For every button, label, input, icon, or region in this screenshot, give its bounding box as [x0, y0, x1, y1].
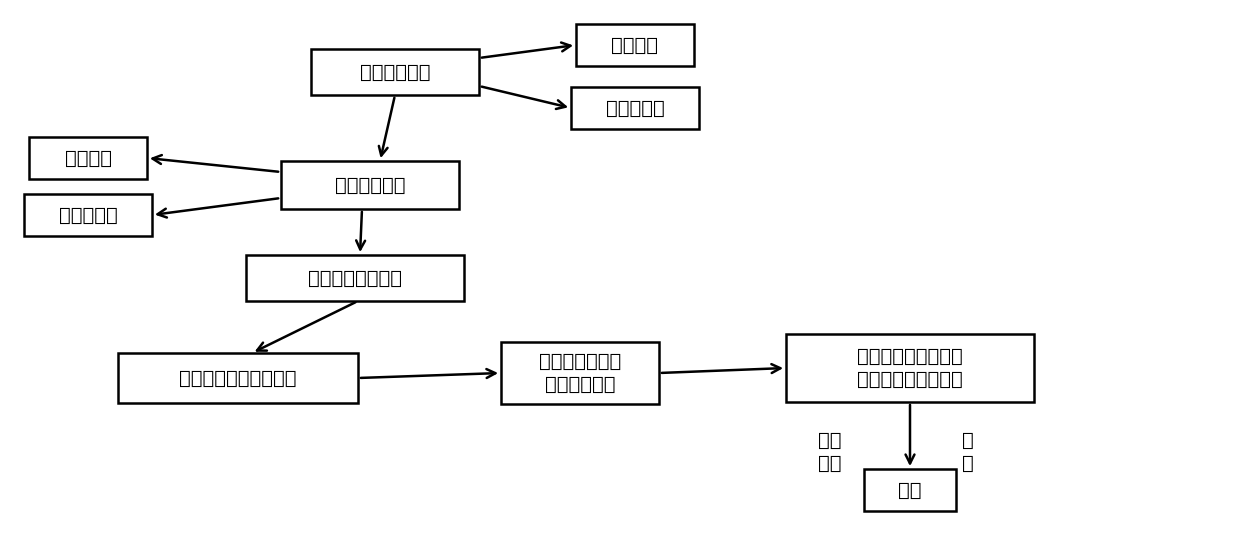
Bar — [311, 49, 479, 95]
Text: 录入患者信息: 录入患者信息 — [335, 176, 405, 194]
Text: 打印: 打印 — [898, 480, 921, 500]
Text: 筛选精准数据信息: 筛选精准数据信息 — [308, 268, 402, 288]
Text: 对患者实时检测数据
与精准数据进行对比: 对患者实时检测数据 与精准数据进行对比 — [857, 347, 963, 389]
Text: 病情
分析: 病情 分析 — [818, 431, 842, 473]
Bar — [570, 87, 699, 129]
Bar — [577, 24, 694, 66]
Bar — [24, 194, 153, 236]
Bar — [281, 161, 459, 209]
Text: 储存精准数据: 储存精准数据 — [360, 63, 430, 81]
Text: 网络云盘: 网络云盘 — [611, 36, 658, 54]
Text: 网络云盘: 网络云盘 — [64, 148, 112, 167]
Bar — [786, 334, 1034, 402]
Text: 对患者进行心电图检测: 对患者进行心电图检测 — [180, 368, 296, 388]
Bar — [246, 255, 464, 301]
Text: 外置储存卡: 外置储存卡 — [605, 98, 665, 117]
Bar — [864, 469, 956, 511]
Bar — [118, 353, 358, 403]
Text: 得出患者心电图
实时检测数据: 得出患者心电图 实时检测数据 — [539, 352, 621, 394]
Text: 签
名: 签 名 — [962, 431, 973, 473]
Bar — [501, 342, 658, 404]
Bar — [29, 137, 148, 179]
Text: 外置储存卡: 外置储存卡 — [58, 205, 118, 225]
